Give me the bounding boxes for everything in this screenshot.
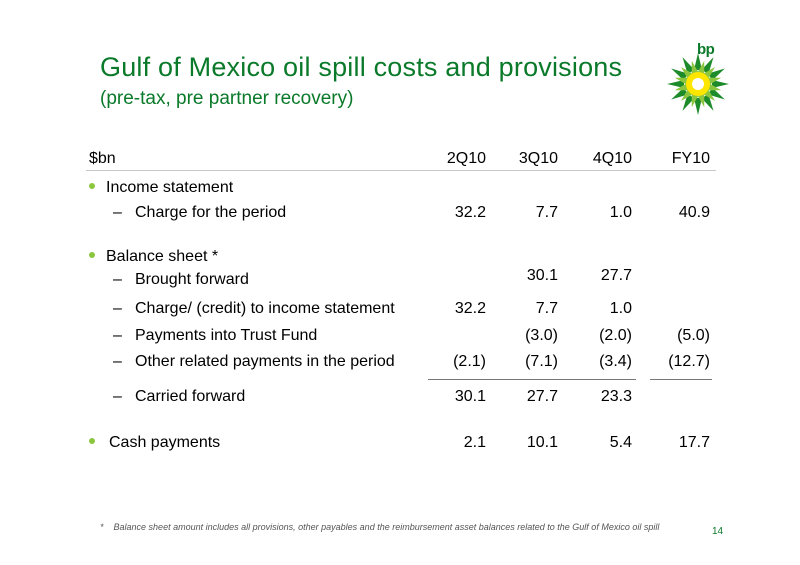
- table-row: – Charge/ (credit) to income statement 32…: [86, 300, 726, 324]
- cell-value: 7.7: [535, 300, 558, 317]
- cell-value: 2.1: [463, 434, 486, 451]
- bullet-icon: [89, 437, 95, 444]
- dash-icon: –: [113, 388, 122, 405]
- row-label: Other related payments in the period: [135, 353, 395, 370]
- slide-title: Gulf of Mexico oil spill costs and provi…: [100, 52, 623, 82]
- footnote-text: Balance sheet amount includes all provis…: [113, 522, 660, 532]
- footnote: * Balance sheet amount includes all prov…: [100, 522, 659, 532]
- section-label: Income statement: [106, 179, 234, 196]
- column-header-3q10: 3Q10: [518, 150, 558, 167]
- footnote-marker: *: [100, 522, 104, 532]
- cell-value: 27.7: [526, 388, 558, 405]
- cell-value: 17.7: [678, 434, 710, 451]
- dash-icon: –: [113, 271, 122, 288]
- row-label: Charge/ (credit) to income statement: [135, 300, 395, 317]
- column-header-4q10: 4Q10: [592, 150, 632, 167]
- table-row: – Carried forward 30.1 27.7 23.3: [86, 388, 726, 412]
- cell-value: 27.7: [600, 267, 632, 284]
- cell-value: (12.7): [668, 353, 710, 370]
- cell-value: 32.2: [454, 204, 486, 221]
- dash-icon: –: [113, 327, 122, 344]
- row-label: Charge for the period: [135, 204, 287, 221]
- section-income-statement: Income statement: [86, 179, 726, 203]
- cell-value: (3.4): [599, 353, 632, 370]
- page-number: 14: [712, 526, 724, 537]
- cell-value: 7.7: [535, 204, 558, 221]
- cell-value: (7.1): [525, 353, 558, 370]
- slide-subtitle: (pre-tax, pre partner recovery): [100, 88, 354, 109]
- row-label: Carried forward: [135, 388, 246, 405]
- subtotal-divider: [428, 379, 636, 380]
- dash-icon: –: [113, 353, 122, 370]
- section-label: Cash payments: [109, 434, 221, 451]
- table-row: – Brought forward 30.1 27.7: [86, 267, 726, 295]
- unit-label: $bn: [89, 150, 116, 167]
- cell-value: 30.1: [454, 388, 486, 405]
- table-row: – Payments into Trust Fund (3.0) (2.0) (5…: [86, 327, 726, 351]
- section-label: Balance sheet *: [106, 248, 219, 265]
- bullet-icon: [89, 251, 95, 258]
- row-label: Brought forward: [135, 271, 249, 288]
- header-divider: [86, 170, 716, 171]
- row-label: Payments into Trust Fund: [135, 327, 318, 344]
- column-header-2q10: 2Q10: [446, 150, 486, 167]
- cell-value: (2.1): [453, 353, 486, 370]
- bp-logo-text: bp: [697, 41, 715, 58]
- cell-value: (3.0): [525, 327, 558, 344]
- table-header-row: $bn 2Q10 3Q10 4Q10 FY10: [86, 150, 726, 174]
- dash-icon: –: [113, 300, 122, 317]
- cell-value: 30.1: [526, 267, 558, 284]
- bullet-icon: [89, 182, 95, 189]
- bp-helios-logo-icon: [667, 53, 729, 115]
- cell-value: 10.1: [526, 434, 558, 451]
- cell-value: (2.0): [599, 327, 632, 344]
- cell-value: 5.4: [609, 434, 632, 451]
- section-cash-payments: Cash payments 2.1 10.1 5.4 17.7: [86, 434, 726, 458]
- subtotal-divider-fy: [650, 379, 712, 380]
- section-balance-sheet: Balance sheet *: [86, 248, 726, 272]
- cell-value: 23.3: [600, 388, 632, 405]
- dash-icon: –: [113, 204, 122, 221]
- cell-value: (5.0): [677, 327, 710, 344]
- column-header-fy10: FY10: [671, 150, 710, 167]
- cell-value: 40.9: [678, 204, 710, 221]
- table-row: – Charge for the period 32.2 7.7 1.0 40.9: [86, 204, 726, 228]
- cell-value: 32.2: [454, 300, 486, 317]
- cell-value: 1.0: [609, 204, 632, 221]
- table-row: – Other related payments in the period (2…: [86, 353, 726, 377]
- cell-value: 1.0: [609, 300, 632, 317]
